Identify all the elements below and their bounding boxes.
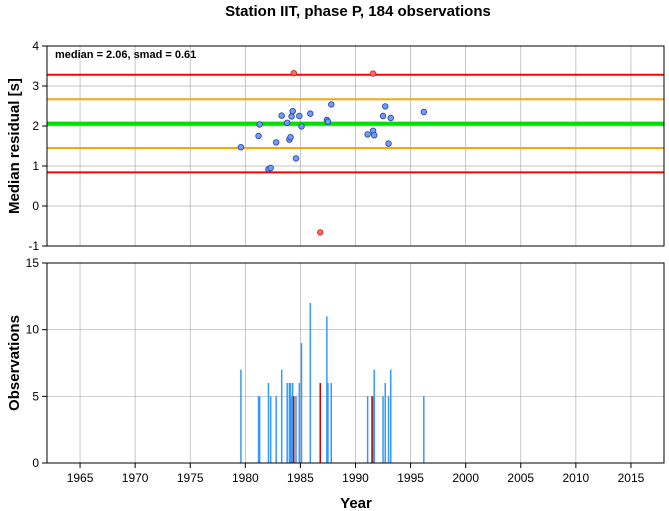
residual-y-tick-label: 1 bbox=[32, 159, 39, 173]
median-smad-annotation: median = 2.06, smad = 0.61 bbox=[55, 49, 196, 61]
residual-point bbox=[272, 139, 280, 146]
residual-outlier-point bbox=[290, 69, 297, 77]
residual-y-tick-label: 2 bbox=[32, 119, 39, 133]
residual-points bbox=[237, 69, 428, 236]
residual-point bbox=[420, 108, 428, 116]
year-x-tick-label: 2000 bbox=[452, 471, 479, 485]
residual-point bbox=[288, 113, 295, 120]
observations-panel: 0 5 10 15 1965 1970 1975 1980 1985 1990 1995 2000 2… bbox=[6, 256, 665, 511]
residual-point bbox=[292, 155, 300, 162]
residual-point bbox=[382, 103, 389, 110]
residual-outlier-point bbox=[369, 70, 377, 77]
residual-point bbox=[307, 110, 314, 117]
residual-point bbox=[328, 101, 335, 108]
year-x-tick-label: 1970 bbox=[122, 471, 149, 485]
residual-point bbox=[296, 112, 303, 120]
residual-grid bbox=[47, 46, 664, 246]
residual-point bbox=[256, 121, 263, 128]
residual-point bbox=[324, 118, 332, 125]
observations-bars bbox=[240, 303, 425, 463]
residual-plot-frame bbox=[46, 45, 665, 247]
observations-y-tick-label: 0 bbox=[32, 456, 39, 470]
year-x-tick-label: 1980 bbox=[232, 471, 259, 485]
year-x-tick-label: 2005 bbox=[507, 471, 534, 485]
residual-point bbox=[385, 140, 392, 147]
residual-y-axis-label: Median residual [s] bbox=[6, 78, 23, 214]
residual-point bbox=[364, 131, 371, 138]
residual-panel: median = 2.06, smad = 0.61 -1 0 1 2 3 4 Media… bbox=[6, 39, 665, 253]
year-x-axis-label: Year bbox=[340, 495, 372, 511]
year-x-tick-label: 1975 bbox=[177, 471, 204, 485]
residual-y-tick-label: 3 bbox=[32, 79, 39, 93]
residual-point bbox=[267, 164, 274, 172]
residual-point bbox=[283, 119, 291, 126]
chart-title: Station IIT, phase P, 184 observations bbox=[225, 3, 491, 20]
observations-y-tick-label: 5 bbox=[32, 389, 39, 403]
residual-point bbox=[379, 112, 387, 120]
residual-outlier-point bbox=[317, 229, 324, 236]
residual-y-ticks: -1 0 1 2 3 4 bbox=[28, 39, 47, 253]
residual-point bbox=[298, 123, 305, 130]
observations-y-tick-label: 15 bbox=[26, 256, 40, 270]
residual-y-tick-label: 0 bbox=[32, 199, 39, 213]
year-x-tick-label: 1985 bbox=[287, 471, 314, 485]
residual-point bbox=[287, 133, 294, 141]
year-x-tick-label: 1990 bbox=[342, 471, 369, 485]
observations-grid bbox=[47, 263, 664, 463]
year-x-tick-label: 2015 bbox=[618, 471, 645, 485]
observations-y-axis-label: Observations bbox=[6, 315, 23, 411]
year-x-tick-label: 2010 bbox=[563, 471, 590, 485]
year-x-ticks: 1965 1970 1975 1980 1985 1990 1995 2000 2005 2010… bbox=[67, 463, 645, 485]
residual-y-tick-label: 4 bbox=[32, 39, 39, 53]
residual-point bbox=[278, 112, 285, 119]
residual-point bbox=[371, 131, 378, 139]
observations-y-tick-label: 10 bbox=[26, 323, 40, 337]
residual-point bbox=[237, 143, 245, 151]
residual-point bbox=[255, 132, 262, 140]
residual-point bbox=[387, 114, 394, 122]
year-x-tick-label: 1995 bbox=[397, 471, 424, 485]
observations-y-ticks: 0 5 10 15 bbox=[26, 256, 47, 470]
year-x-tick-label: 1965 bbox=[67, 471, 94, 485]
residual-point bbox=[289, 107, 296, 115]
residual-y-tick-label: -1 bbox=[28, 239, 39, 253]
residual-reference-lines bbox=[47, 73, 664, 174]
